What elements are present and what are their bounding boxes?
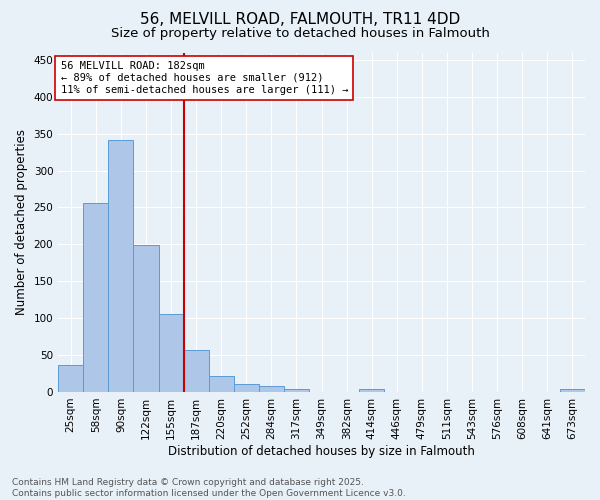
Bar xyxy=(58,366,83,392)
Bar xyxy=(359,389,385,392)
Bar xyxy=(109,140,133,392)
Text: Size of property relative to detached houses in Falmouth: Size of property relative to detached ho… xyxy=(110,28,490,40)
Text: 56 MELVILL ROAD: 182sqm
← 89% of detached houses are smaller (912)
11% of semi-d: 56 MELVILL ROAD: 182sqm ← 89% of detache… xyxy=(61,62,348,94)
Bar xyxy=(158,314,184,392)
Bar xyxy=(560,389,585,392)
Bar xyxy=(259,386,284,392)
X-axis label: Distribution of detached houses by size in Falmouth: Distribution of detached houses by size … xyxy=(168,444,475,458)
Bar xyxy=(234,384,259,392)
Bar xyxy=(83,203,109,392)
Bar xyxy=(284,389,309,392)
Bar xyxy=(184,350,209,392)
Text: 56, MELVILL ROAD, FALMOUTH, TR11 4DD: 56, MELVILL ROAD, FALMOUTH, TR11 4DD xyxy=(140,12,460,28)
Bar xyxy=(133,245,158,392)
Y-axis label: Number of detached properties: Number of detached properties xyxy=(15,129,28,315)
Text: Contains HM Land Registry data © Crown copyright and database right 2025.
Contai: Contains HM Land Registry data © Crown c… xyxy=(12,478,406,498)
Bar xyxy=(209,376,234,392)
